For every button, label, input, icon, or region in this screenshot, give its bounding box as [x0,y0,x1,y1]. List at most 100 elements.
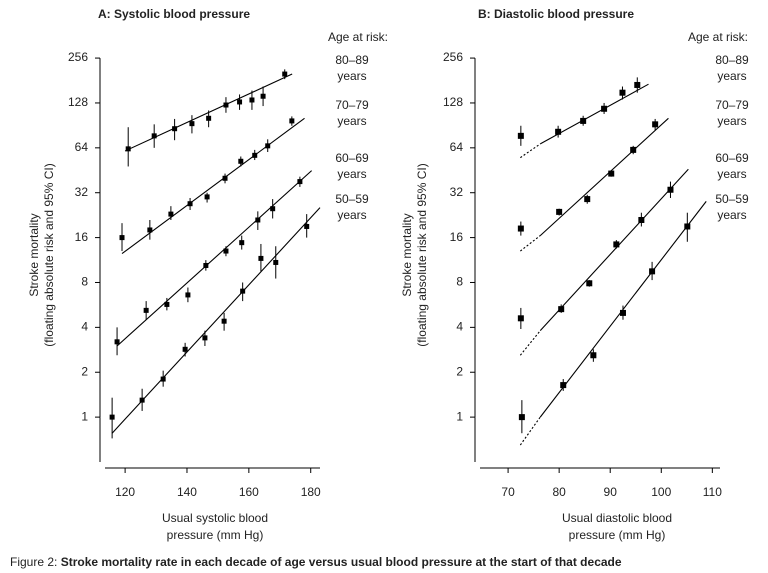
legend-title: Age at risk: [688,30,748,44]
point [297,179,303,185]
point [560,382,567,389]
x-tick-label: 80 [552,485,566,499]
point [109,414,115,420]
point [237,99,243,105]
point [282,71,288,77]
series-label: 50–59 [335,192,369,206]
point [652,121,659,128]
caption-text: Stroke mortality rate in each decade of … [61,555,622,569]
series-unit: years [337,114,366,128]
series-unit: years [337,69,366,83]
y-axis-label: Stroke mortality [27,213,41,296]
panel-title: B: Diastolic blood pressure [478,7,634,21]
point [260,93,266,99]
point [649,268,656,275]
point [160,376,166,382]
y-tick-label: 32 [450,185,464,199]
fit-line-extrapolated [519,330,541,356]
series-label: 60–69 [335,151,369,165]
y-tick-label: 4 [81,320,88,334]
point [187,201,193,207]
point [630,146,637,153]
point [586,280,593,287]
y-tick-label: 32 [75,185,89,199]
fit-line-extrapolated [520,143,541,159]
point [114,339,120,345]
fit-line [539,168,689,332]
caption-label: Figure 2: [10,555,61,569]
point [240,288,246,294]
y-axis-label: (floating absolute risk and 95% CI) [42,163,56,346]
fit-line [111,207,321,434]
x-tick-label: 140 [177,485,197,499]
point [151,133,157,139]
x-tick-label: 120 [115,485,135,499]
x-tick-label: 90 [604,485,618,499]
point [172,126,178,132]
point [185,292,191,298]
caption: Figure 2: Stroke mortality rate in each … [10,555,622,569]
point [119,235,125,241]
point [164,301,170,307]
fit-line [539,117,669,237]
point [608,170,615,177]
series-unit: years [717,167,746,181]
point [613,241,620,248]
series-unit: years [717,114,746,128]
point [238,158,244,164]
series-label: 80–89 [715,53,749,67]
x-axis-label: pressure (mm Hg) [569,528,666,542]
point [517,225,524,232]
x-axis-label: Usual diastolic blood [562,511,672,525]
panel-title: A: Systolic blood pressure [98,7,250,21]
series-unit: years [337,167,366,181]
point [239,240,245,246]
point [203,262,209,268]
x-tick-label: 70 [501,485,515,499]
y-tick-label: 8 [81,275,88,289]
series-label: 80–89 [335,53,369,67]
point [147,227,153,233]
point [143,307,149,313]
point [619,309,626,316]
point [590,352,597,359]
point [667,186,674,193]
point [223,248,229,254]
fit-line-extrapolated [520,235,541,252]
y-axis-label: (floating absolute risk and 95% CI) [415,163,429,346]
series-label: 50–59 [715,192,749,206]
y-tick-label: 1 [81,409,88,423]
point [221,318,227,324]
series-label: 60–69 [715,151,749,165]
series-label: 70–79 [335,98,369,112]
point [555,128,562,135]
point [204,194,210,200]
y-tick-label: 64 [450,140,464,154]
point [222,175,228,181]
x-tick-label: 180 [301,485,321,499]
y-tick-label: 64 [75,140,89,154]
point [168,211,174,217]
fit-line [121,117,305,255]
point [265,143,271,149]
y-tick-label: 128 [443,95,463,109]
fit-line-extrapolated [519,416,541,446]
x-axis-label: pressure (mm Hg) [167,528,264,542]
point [258,255,264,261]
point [584,196,591,203]
series-unit: years [717,208,746,222]
y-tick-label: 8 [456,275,463,289]
point [638,216,645,223]
point [125,146,131,152]
point [202,335,208,341]
point [684,223,691,230]
point [517,132,524,139]
series-unit: years [717,69,746,83]
point [304,223,310,229]
point [273,259,279,265]
y-axis-label: Stroke mortality [400,213,414,296]
point [634,81,641,88]
x-axis-label: Usual systolic blood [162,511,268,525]
point [270,206,276,212]
